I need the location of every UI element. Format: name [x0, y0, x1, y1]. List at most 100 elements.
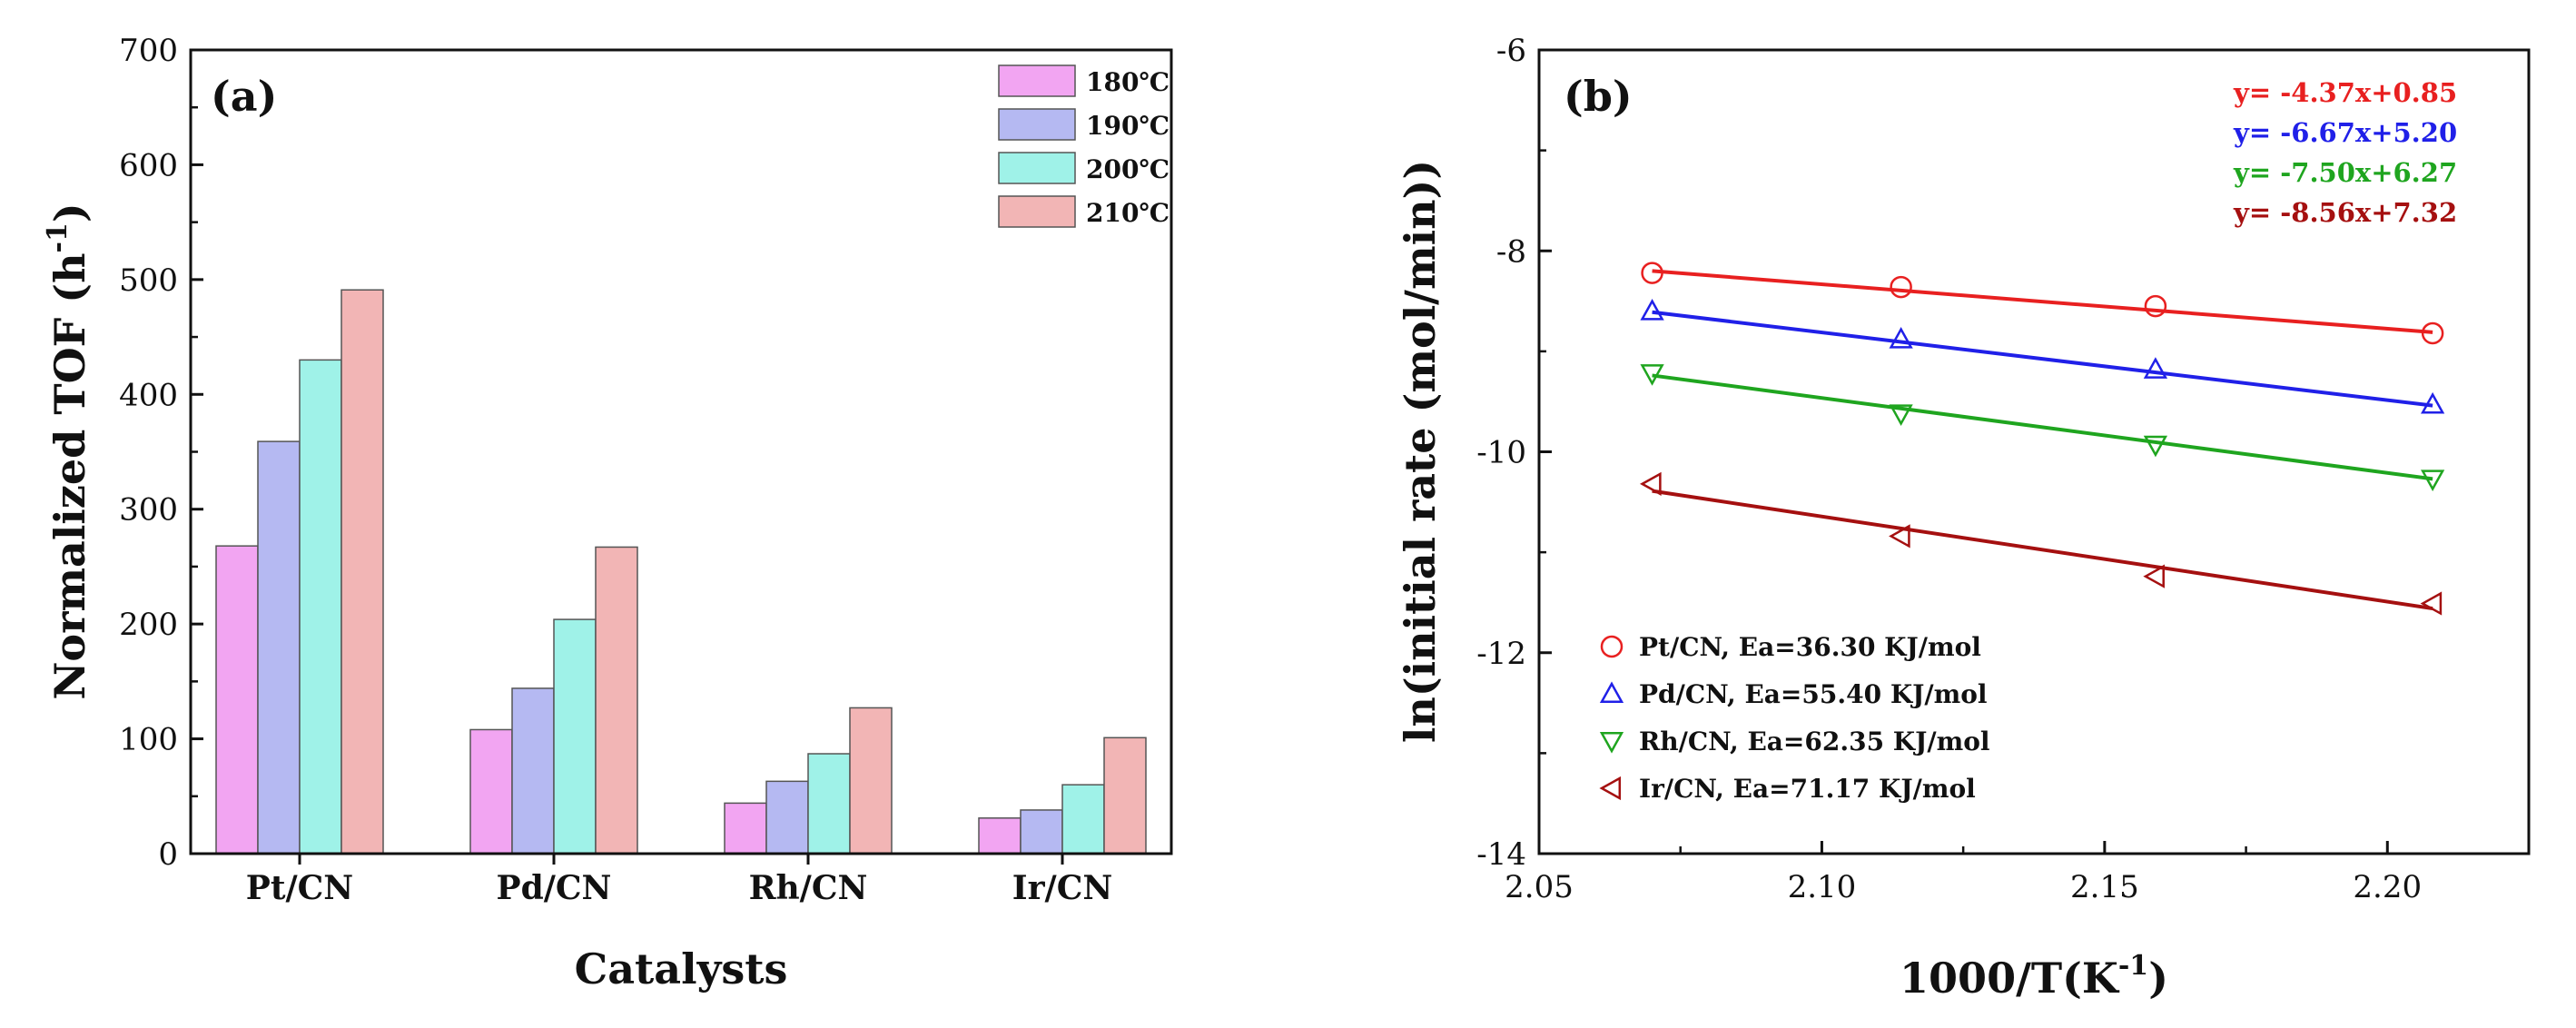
- data-point: [2143, 435, 2168, 458]
- x-axis-title-a: Catalysts: [575, 944, 788, 993]
- fit-equation: y= -8.56x+7.32: [2233, 197, 2457, 228]
- fit-equation: y= -6.67x+5.20: [2233, 117, 2457, 148]
- bar: [469, 728, 513, 855]
- fit-line: [1652, 310, 2433, 408]
- y-tick-label: 500: [119, 262, 178, 299]
- fit-line: [1652, 373, 2433, 481]
- x-tick-label: 2.05: [1505, 869, 1574, 905]
- y-axis-title-a: Normalized TOF (h-1): [42, 203, 94, 699]
- bar: [553, 618, 597, 855]
- data-point: [1599, 731, 1624, 754]
- y-tick-label: 300: [119, 492, 178, 529]
- bar-group: [215, 289, 1147, 855]
- x-axis-title-end: ): [2148, 954, 2168, 1003]
- y-axis-a: 0 100 200 300 400 500 600 700: [119, 33, 203, 873]
- data-point: [1889, 524, 1910, 549]
- y-tick-label: 600: [119, 147, 178, 183]
- legend-label: Pt/CN, Ea=36.30 KJ/mol: [1639, 632, 1981, 662]
- data-point: [1640, 299, 1664, 321]
- bar: [765, 780, 809, 855]
- y-axis-title-end: ): [45, 203, 94, 222]
- y-tick-label: 400: [119, 377, 178, 413]
- data-point: [1639, 471, 1662, 497]
- data-point: [1889, 327, 1913, 349]
- y-tick-label: 700: [119, 33, 178, 69]
- y-tick-label: -12: [1476, 636, 1526, 672]
- legend-swatch: [998, 152, 1076, 184]
- legend-label: 210℃: [1086, 198, 1170, 228]
- legend-b: Pt/CN, Ea=36.30 KJ/mol Pd/CN, Ea=55.40 KJ…: [1599, 632, 1990, 804]
- fit-equation: y= -7.50x+6.27: [2233, 157, 2457, 188]
- y-tick-label: -8: [1496, 233, 1526, 270]
- fit-equation: y= -4.37x+0.85: [2233, 77, 2457, 108]
- legend-label: Rh/CN, Ea=62.35 KJ/mol: [1639, 727, 1990, 756]
- data-point: [1599, 776, 1622, 801]
- legend-label: 180℃: [1086, 67, 1170, 97]
- x-axis-a: Pt/CN Pd/CN Rh/CN Ir/CN: [246, 854, 1112, 907]
- y-tick-label: 200: [119, 607, 178, 643]
- legend-label: 190℃: [1086, 111, 1170, 141]
- data-point: [1641, 262, 1663, 284]
- bar: [807, 753, 851, 855]
- fit-line: [1652, 269, 2433, 334]
- bar: [257, 440, 301, 855]
- bar: [1020, 809, 1063, 855]
- x-tick-label: Ir/CN: [1012, 869, 1113, 907]
- x-tick-label: 2.10: [1788, 869, 1857, 905]
- x-axis-title-sup: -1: [2118, 950, 2148, 982]
- legend-label: Ir/CN, Ea=71.17 KJ/mol: [1639, 774, 1976, 804]
- x-tick-label: 2.15: [2070, 869, 2139, 905]
- y-axis-title-main: Normalized TOF (h: [45, 252, 94, 699]
- data-point: [1599, 681, 1624, 704]
- data-point: [2420, 391, 2445, 414]
- data-point: [1600, 635, 1624, 658]
- x-axis-b: 2.05 2.10 2.15 2.20: [1505, 841, 2422, 905]
- x-tick-label: Pt/CN: [246, 869, 353, 907]
- x-axis-title-main: 1000/T(K: [1900, 954, 2120, 1003]
- bar: [1061, 784, 1105, 855]
- x-tick-label: 2.20: [2353, 869, 2422, 905]
- legend-swatch: [998, 64, 1076, 97]
- panel-label-a: (a): [211, 72, 277, 121]
- data-point: [2144, 294, 2167, 318]
- bar: [595, 546, 638, 855]
- x-axis-title-b: 1000/T(K-1): [1900, 950, 2168, 1003]
- panel-label-b: (b): [1564, 72, 1633, 121]
- y-tick-label: 100: [119, 722, 178, 758]
- legend-label: 200℃: [1086, 154, 1170, 184]
- bar: [215, 545, 259, 855]
- y-tick-label: -14: [1476, 836, 1526, 873]
- y-tick-label: -6: [1496, 33, 1526, 69]
- y-axis-title-b: ln(initial rate (mol/min)): [1396, 160, 1445, 743]
- x-tick-label: Pd/CN: [497, 869, 612, 907]
- data-point: [2420, 470, 2445, 491]
- bar: [849, 707, 893, 855]
- fit-line: [1652, 489, 2433, 611]
- y-tick-label: 0: [158, 836, 178, 873]
- bar: [978, 817, 1022, 855]
- y-tick-label: -10: [1476, 435, 1526, 471]
- arrhenius-plot-panel: -14 -12 -10 -8 -6 2.05 2.10 2.15 2.20 Pt/CN, Ea…: [1396, 33, 2531, 1003]
- data-point: [2143, 564, 2165, 588]
- bar: [341, 289, 384, 855]
- bar: [511, 687, 555, 855]
- legend-label: Pd/CN, Ea=55.40 KJ/mol: [1639, 679, 1988, 709]
- data-point: [1889, 404, 1913, 427]
- bar: [724, 802, 767, 855]
- data-point: [1890, 275, 1912, 299]
- bar-chart-panel: 0 100 200 300 400 500 600 700 Pt/CN Pd/CN Rh/CN Ir…: [42, 33, 1173, 993]
- y-axis-b: -14 -12 -10 -8 -6: [1476, 33, 1552, 873]
- legend-a: 180℃ 190℃ 200℃ 210℃: [998, 64, 1170, 228]
- legend-swatch: [998, 108, 1076, 141]
- bar: [299, 359, 342, 855]
- data-point: [2143, 357, 2168, 379]
- series-group: [1639, 262, 2445, 616]
- x-tick-label: Rh/CN: [749, 869, 868, 907]
- fit-equations: y= -4.37x+0.85 y= -6.67x+5.20 y= -7.50x+6.…: [2233, 77, 2457, 228]
- y-axis-title-sup: -1: [42, 222, 74, 252]
- data-point: [2421, 321, 2444, 345]
- bar: [1103, 736, 1147, 855]
- data-point: [1640, 364, 1664, 386]
- legend-swatch: [998, 195, 1076, 228]
